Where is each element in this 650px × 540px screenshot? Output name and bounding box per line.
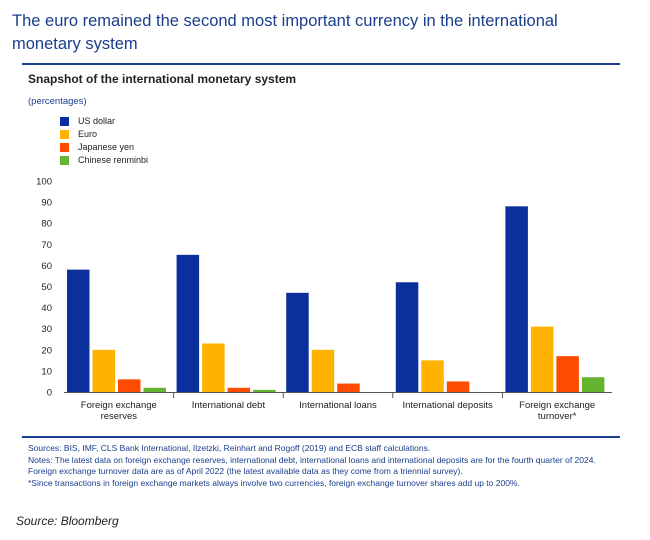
legend-label-japanese-yen: Japanese yen	[78, 142, 135, 152]
legend-item-us-dollar: US dollar	[60, 115, 148, 127]
bar-chinese-renminbi	[581, 377, 605, 392]
chart-title: Snapshot of the international monetary s…	[28, 72, 297, 86]
legend-label-euro: Euro	[78, 129, 98, 139]
bar-chinese-renminbi	[253, 389, 276, 392]
y-tick-label: 40	[41, 303, 52, 314]
legend-item-chinese-renminbi: Chinese renminbi	[60, 154, 148, 166]
bar-us-dollar	[176, 254, 200, 392]
bar-euro	[530, 326, 554, 392]
legend: US dollar Euro Japanese yen Chinese renm…	[60, 115, 148, 167]
legend-swatch-euro	[60, 129, 69, 139]
y-tick-label: 50	[41, 282, 52, 293]
y-tick-label: 0	[47, 388, 52, 399]
x-category-label: Foreign exchange	[519, 400, 595, 411]
footnote-notes: Notes: The latest data on foreign exchan…	[28, 454, 596, 477]
x-category-label: International deposits	[402, 400, 493, 411]
headline: The euro remained the second most import…	[12, 12, 558, 53]
bar-japanese-yen	[446, 381, 470, 392]
chart-units: (percentages)	[28, 96, 87, 107]
y-tick-label: 70	[41, 240, 52, 251]
footnotes: Sources: BIS, IMF, CLS Bank Internationa…	[28, 443, 622, 489]
bar-euro	[421, 360, 444, 392]
legend-swatch-japanese-yen	[60, 142, 69, 152]
x-category-label: reserves	[101, 411, 138, 422]
top-divider	[22, 63, 620, 65]
bar-us-dollar	[505, 206, 528, 392]
legend-swatch-chinese-renminbi	[60, 155, 69, 165]
bar-us-dollar	[286, 292, 309, 392]
y-tick-label: 60	[41, 261, 52, 272]
bar-japanese-yen	[337, 383, 360, 392]
source-credit: Source: Bloomberg	[16, 514, 119, 528]
y-tick-label: 10	[41, 366, 52, 377]
bottom-divider	[22, 436, 620, 438]
bar-euro	[202, 343, 225, 392]
x-category-label: International loans	[299, 400, 377, 411]
bar-japanese-yen	[118, 379, 141, 392]
x-category-label: International debt	[192, 400, 266, 411]
bar-euro	[92, 349, 115, 392]
legend-item-japanese-yen: Japanese yen	[60, 141, 148, 153]
y-tick-label: 30	[41, 324, 52, 335]
x-category-label: turnover*	[538, 411, 577, 422]
bar-us-dollar	[67, 269, 90, 392]
y-tick-label: 80	[41, 219, 52, 230]
legend-label-chinese-renminbi: Chinese renminbi	[78, 155, 149, 165]
bar-euro	[311, 349, 335, 392]
footnote-asterisk: *Since transactions in foreign exchange …	[28, 477, 520, 488]
legend-swatch-us-dollar	[60, 116, 69, 126]
y-tick-label: 90	[41, 198, 52, 209]
bar-us-dollar	[395, 282, 419, 392]
bar-japanese-yen	[556, 356, 579, 392]
legend-item-euro: Euro	[60, 128, 148, 140]
y-tick-label: 100	[36, 177, 52, 188]
bar-japanese-yen	[227, 387, 251, 392]
x-category-label: Foreign exchange	[81, 400, 157, 411]
y-tick-label: 20	[41, 345, 52, 356]
legend-label-us-dollar: US dollar	[78, 116, 116, 126]
footnote-sources: Sources: BIS, IMF, CLS Bank Internationa…	[28, 443, 431, 453]
bar-chinese-renminbi	[143, 387, 166, 392]
